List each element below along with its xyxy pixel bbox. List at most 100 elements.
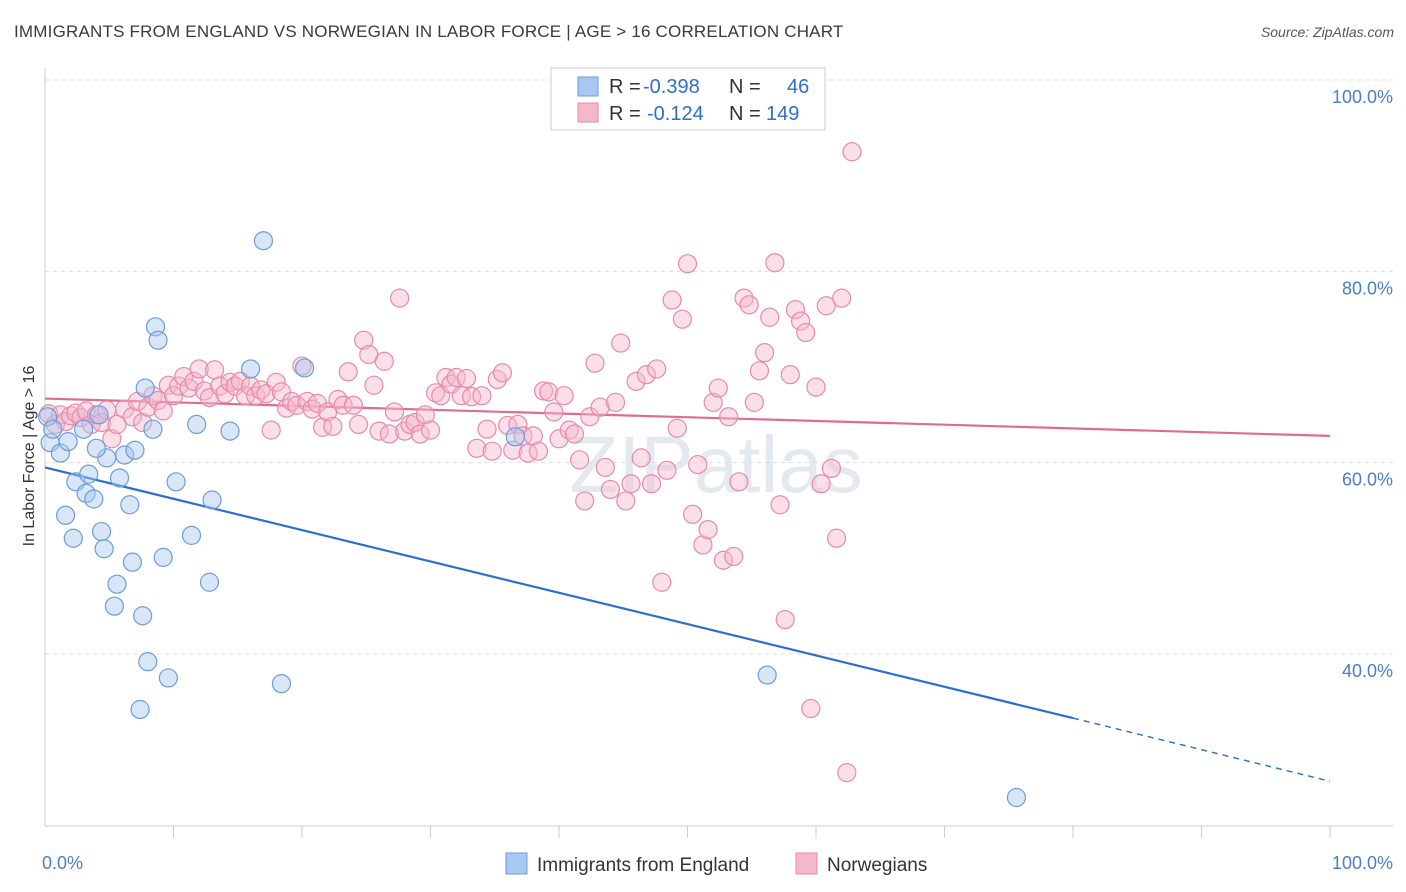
data-point	[405, 412, 425, 433]
data-point	[125, 440, 145, 460]
data-point	[472, 386, 492, 406]
data-point	[384, 402, 405, 422]
data-point	[420, 420, 441, 440]
data-point	[374, 351, 394, 371]
data-point	[343, 395, 363, 415]
data-point	[446, 367, 466, 388]
data-point	[76, 483, 96, 503]
data-point	[107, 574, 127, 594]
data-point	[91, 412, 112, 433]
data-point	[122, 407, 142, 427]
data-point	[58, 432, 78, 452]
data-point	[708, 378, 728, 398]
data-point	[199, 572, 220, 592]
data-point	[739, 295, 759, 315]
data-point	[811, 474, 831, 494]
legend-r-value: -0.124	[647, 103, 704, 125]
legend-n-label: N =	[729, 103, 761, 125]
data-point	[775, 609, 795, 630]
data-point	[467, 438, 487, 458]
data-point	[251, 380, 271, 400]
data-point	[652, 572, 672, 592]
data-point	[559, 420, 579, 440]
data-point	[37, 407, 58, 427]
data-point	[86, 438, 107, 458]
data-point	[585, 353, 605, 373]
x-tick-label: 100.0%	[1332, 853, 1393, 873]
data-point	[505, 427, 525, 447]
data-point	[338, 362, 358, 382]
data-point	[631, 448, 651, 468]
data-point	[130, 699, 150, 720]
data-point	[641, 474, 662, 494]
data-point	[744, 392, 764, 412]
data-point	[693, 535, 713, 555]
data-point	[138, 397, 158, 417]
data-point	[253, 231, 274, 251]
data-point	[498, 415, 518, 435]
data-point	[241, 359, 261, 379]
data-point	[564, 424, 585, 444]
data-point	[73, 419, 94, 439]
data-point	[79, 464, 99, 484]
data-point	[220, 372, 240, 392]
legend-swatch-pink	[577, 102, 599, 123]
data-point	[842, 142, 862, 162]
data-point	[796, 322, 816, 343]
data-point	[63, 528, 83, 548]
data-point	[166, 472, 186, 492]
data-point	[426, 383, 446, 403]
y-tick-label: 100.0%	[1332, 87, 1393, 107]
data-point	[143, 419, 163, 439]
y-tick-label: 80.0%	[1342, 278, 1393, 298]
data-point	[569, 450, 590, 470]
data-point	[120, 495, 140, 515]
england-trend-line	[44, 466, 1074, 720]
data-point	[816, 296, 836, 316]
data-point	[770, 495, 790, 515]
data-point	[724, 546, 744, 567]
legend-r-value: -0.398	[643, 76, 700, 98]
data-point	[832, 288, 852, 308]
data-point	[703, 392, 723, 412]
data-point	[719, 407, 739, 427]
data-point	[757, 665, 777, 685]
data-point	[94, 539, 114, 559]
bottom-legend-swatch-blue	[505, 852, 528, 875]
data-point	[379, 424, 399, 444]
data-point	[1006, 787, 1027, 808]
data-point	[621, 474, 641, 494]
data-point	[528, 441, 549, 461]
data-point	[109, 468, 130, 488]
data-point	[153, 401, 173, 421]
legend-swatch-blue	[577, 76, 599, 97]
data-point	[135, 378, 155, 398]
data-point	[133, 412, 153, 433]
data-point	[55, 505, 76, 525]
data-point	[780, 365, 800, 385]
data-point	[271, 674, 292, 694]
gridlines	[45, 79, 1393, 655]
data-point	[837, 763, 857, 783]
source-credit: Source: ZipAtlas.com	[1260, 24, 1394, 40]
data-point	[158, 375, 178, 395]
data-point	[595, 457, 615, 478]
data-point	[148, 390, 168, 411]
data-point	[215, 384, 235, 404]
data-point	[122, 552, 142, 572]
data-point	[205, 360, 225, 380]
data-point	[462, 387, 482, 407]
data-point	[89, 405, 109, 425]
data-point	[554, 386, 574, 406]
legend-n-value: 46	[787, 76, 809, 98]
data-point	[230, 371, 250, 391]
data-point	[174, 366, 194, 387]
bottom-legend-label: Immigrants from England	[537, 855, 749, 876]
data-point	[605, 392, 626, 412]
data-point	[754, 343, 775, 363]
england-points	[37, 231, 1027, 808]
data-point	[323, 416, 343, 436]
legend-r-label: R =	[609, 76, 641, 98]
data-point	[749, 361, 770, 381]
